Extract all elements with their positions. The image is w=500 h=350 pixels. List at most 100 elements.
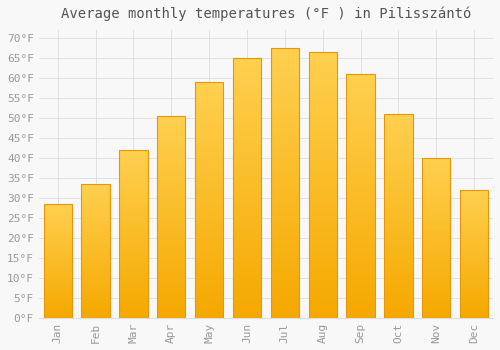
Bar (233, 196, 261, 198)
Bar (346, 186, 375, 188)
Bar (308, 286, 337, 289)
Bar (308, 158, 337, 161)
Bar (384, 189, 412, 191)
Bar (157, 164, 186, 166)
Bar (346, 86, 375, 88)
Bar (384, 220, 412, 222)
Bar (346, 313, 375, 315)
Bar (422, 252, 450, 254)
Bar (346, 198, 375, 201)
Bar (384, 310, 412, 312)
Bar (195, 231, 224, 233)
Bar (384, 140, 412, 142)
Bar (233, 136, 261, 138)
Bar (460, 251, 488, 253)
Bar (233, 193, 261, 196)
Bar (157, 288, 186, 290)
Bar (270, 61, 299, 64)
Bar (82, 184, 110, 318)
Bar (308, 193, 337, 195)
Bar (346, 201, 375, 203)
Bar (195, 174, 224, 176)
Bar (195, 221, 224, 223)
Bar (308, 302, 337, 304)
Bar (119, 234, 148, 236)
Bar (270, 207, 299, 210)
Bar (308, 254, 337, 257)
Bar (346, 301, 375, 303)
Bar (82, 306, 110, 307)
Bar (346, 247, 375, 250)
Bar (384, 130, 412, 132)
Bar (195, 124, 224, 127)
Bar (460, 226, 488, 227)
Bar (308, 65, 337, 68)
Bar (119, 190, 148, 192)
Bar (384, 214, 412, 216)
Bar (119, 315, 148, 316)
Bar (195, 242, 224, 245)
Bar (384, 302, 412, 304)
Bar (119, 168, 148, 170)
Bar (346, 154, 375, 157)
Bar (195, 195, 224, 197)
Bar (195, 250, 224, 252)
Bar (460, 302, 488, 304)
Bar (422, 166, 450, 167)
Bar (195, 138, 224, 141)
Bar (233, 71, 261, 73)
Bar (422, 180, 450, 182)
Bar (384, 114, 412, 318)
Bar (233, 289, 261, 292)
Bar (460, 255, 488, 257)
Bar (422, 249, 450, 251)
Bar (195, 264, 224, 266)
Bar (119, 289, 148, 291)
Bar (233, 248, 261, 250)
Bar (384, 244, 412, 246)
Bar (270, 159, 299, 161)
Bar (346, 210, 375, 213)
Bar (233, 167, 261, 169)
Bar (422, 260, 450, 262)
Bar (233, 243, 261, 245)
Bar (157, 211, 186, 213)
Bar (346, 76, 375, 78)
Bar (119, 150, 148, 318)
Bar (308, 182, 337, 185)
Bar (44, 240, 72, 241)
Bar (270, 296, 299, 299)
Bar (346, 145, 375, 147)
Bar (422, 209, 450, 211)
Bar (460, 214, 488, 215)
Bar (82, 204, 110, 205)
Bar (460, 284, 488, 285)
Bar (82, 256, 110, 258)
Bar (119, 282, 148, 284)
Bar (119, 264, 148, 266)
Bar (195, 190, 224, 193)
Bar (195, 110, 224, 112)
Bar (270, 121, 299, 123)
Bar (270, 161, 299, 164)
Bar (195, 223, 224, 226)
Bar (82, 283, 110, 285)
Bar (119, 267, 148, 269)
Bar (233, 216, 261, 219)
Bar (44, 241, 72, 243)
Bar (346, 120, 375, 122)
Bar (460, 281, 488, 282)
Bar (82, 220, 110, 221)
Bar (233, 203, 261, 206)
Bar (422, 256, 450, 257)
Bar (422, 244, 450, 246)
Bar (157, 174, 186, 176)
Bar (308, 174, 337, 177)
Bar (119, 156, 148, 158)
Bar (157, 195, 186, 197)
Bar (384, 293, 412, 295)
Bar (384, 134, 412, 136)
Bar (195, 148, 224, 150)
Bar (270, 264, 299, 267)
Bar (422, 289, 450, 291)
